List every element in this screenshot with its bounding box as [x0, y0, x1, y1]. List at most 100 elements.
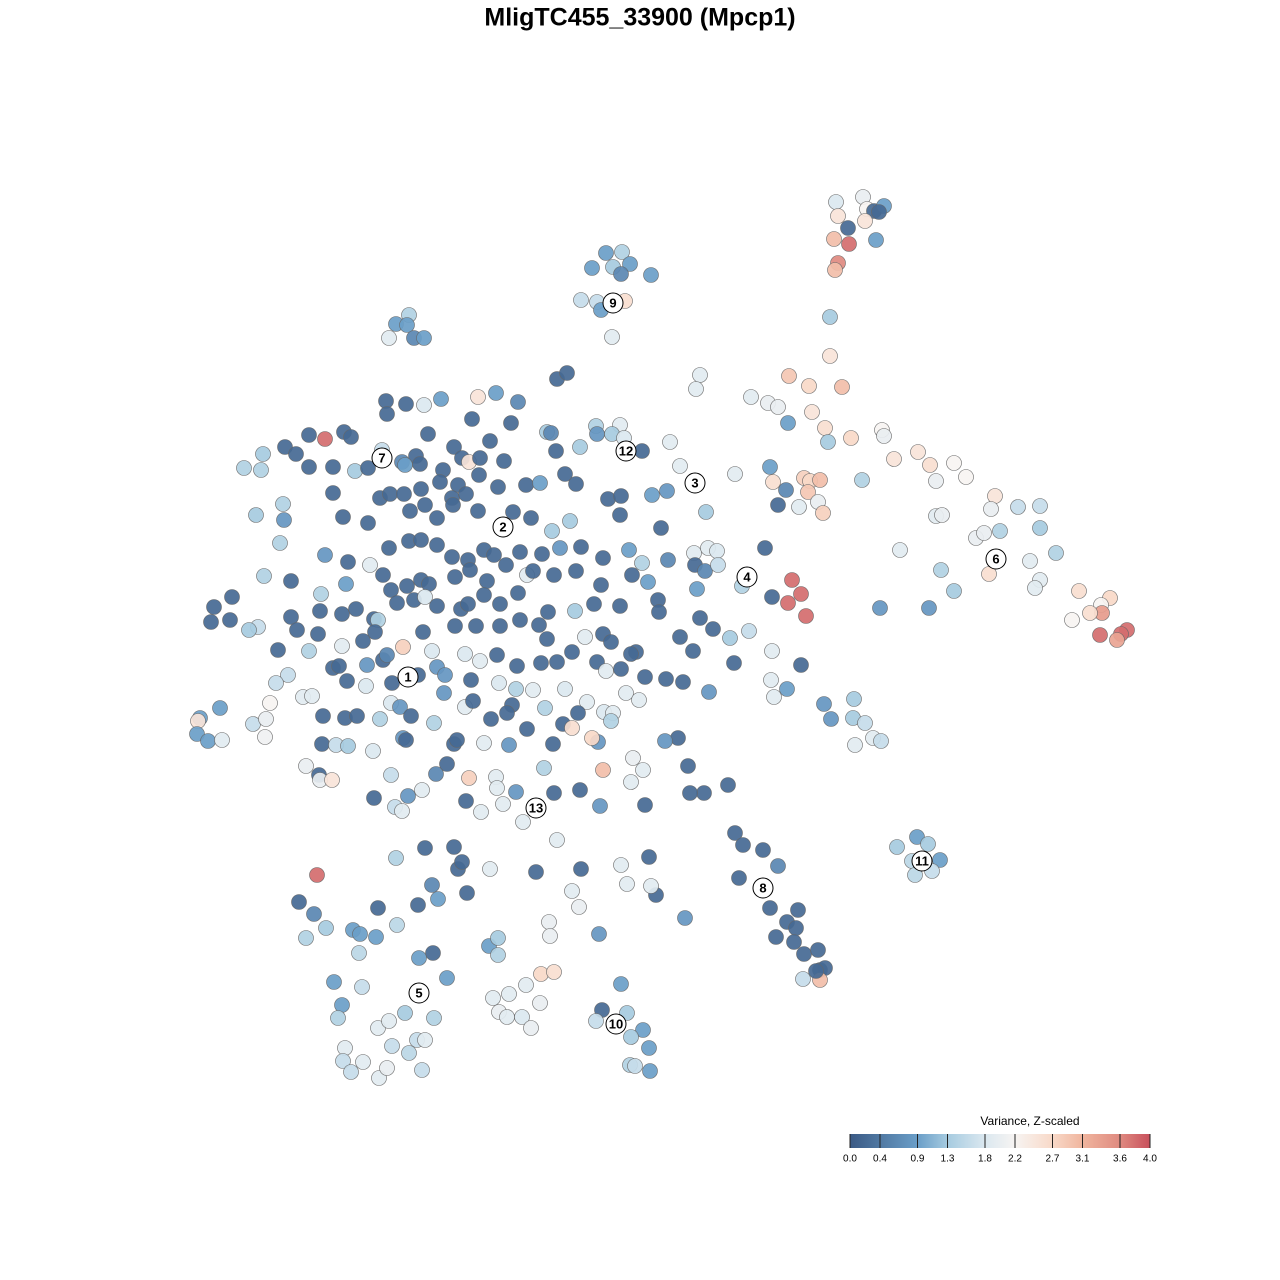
point: [301, 427, 317, 443]
point: [382, 486, 398, 502]
point: [412, 456, 428, 472]
point: [270, 642, 286, 658]
point: [347, 463, 363, 479]
point: [577, 629, 593, 645]
point: [537, 700, 553, 716]
point: [515, 814, 531, 830]
point: [784, 572, 800, 588]
point: [672, 458, 688, 474]
point: [562, 513, 578, 529]
point: [651, 604, 667, 620]
point: [471, 467, 487, 483]
point: [598, 663, 614, 679]
point: [546, 785, 562, 801]
point: [603, 634, 619, 650]
point: [946, 455, 962, 471]
point: [392, 699, 408, 715]
colorbar-tick-label: 0.9: [911, 1154, 925, 1165]
point: [335, 509, 351, 525]
point: [770, 497, 786, 513]
point: [660, 552, 676, 568]
point: [741, 623, 757, 639]
point: [335, 1053, 351, 1069]
point: [816, 696, 832, 712]
point: [528, 864, 544, 880]
point: [846, 691, 862, 707]
point: [436, 685, 452, 701]
point: [764, 643, 780, 659]
point: [379, 406, 395, 422]
point: [348, 601, 364, 617]
point: [843, 430, 859, 446]
point: [375, 567, 391, 583]
point: [779, 681, 795, 697]
point: [854, 472, 870, 488]
point: [523, 510, 539, 526]
point: [339, 673, 355, 689]
cluster-label: 13: [529, 800, 543, 815]
point: [804, 404, 820, 420]
point: [381, 1013, 397, 1029]
point: [417, 497, 433, 513]
point: [613, 857, 629, 873]
point: [823, 711, 839, 727]
point: [420, 426, 436, 442]
point: [256, 568, 272, 584]
point: [214, 732, 230, 748]
point: [764, 589, 780, 605]
point: [429, 598, 445, 614]
cluster-badge: [397, 666, 419, 688]
point: [689, 581, 705, 597]
point: [485, 990, 501, 1006]
point: [343, 429, 359, 445]
point: [326, 974, 342, 990]
point: [501, 986, 517, 1002]
point: [613, 488, 629, 504]
point: [637, 669, 653, 685]
point: [743, 389, 759, 405]
point: [588, 1013, 604, 1029]
point: [727, 825, 743, 841]
point: [421, 576, 437, 592]
point: [697, 563, 713, 579]
point: [642, 1063, 658, 1079]
point: [378, 393, 394, 409]
point: [491, 675, 507, 691]
point: [622, 256, 638, 272]
point: [539, 631, 555, 647]
point: [765, 474, 781, 490]
point: [399, 578, 415, 594]
point: [778, 482, 794, 498]
point: [358, 678, 374, 694]
point: [643, 267, 659, 283]
point: [417, 589, 433, 605]
cluster-label: 5: [415, 985, 422, 1000]
point: [389, 917, 405, 933]
point: [403, 708, 419, 724]
point: [709, 543, 725, 559]
point: [324, 772, 340, 788]
point: [518, 977, 534, 993]
point: [301, 459, 317, 475]
point: [662, 434, 678, 450]
point: [548, 443, 564, 459]
point: [920, 836, 936, 852]
point: [992, 523, 1008, 539]
point: [343, 1064, 359, 1080]
point: [492, 596, 508, 612]
point: [568, 476, 584, 492]
point: [479, 573, 495, 589]
point: [1027, 580, 1043, 596]
point: [400, 788, 416, 804]
colorbar-tick-label: 1.8: [978, 1154, 992, 1165]
point: [365, 743, 381, 759]
point: [301, 643, 317, 659]
point: [680, 758, 696, 774]
point: [543, 425, 559, 441]
point: [766, 689, 782, 705]
point: [248, 507, 264, 523]
point: [780, 415, 796, 431]
point: [372, 711, 388, 727]
point: [614, 244, 630, 260]
point: [921, 600, 937, 616]
